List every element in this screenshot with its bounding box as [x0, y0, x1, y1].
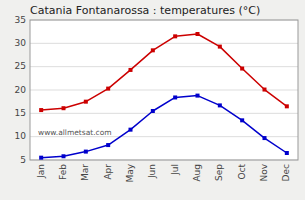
x-tick-label: Oct: [237, 164, 247, 180]
marker: [62, 154, 66, 158]
y-tick-label: 10: [15, 131, 27, 141]
marker: [196, 32, 200, 36]
grid-line: [30, 66, 298, 67]
marker: [240, 118, 244, 122]
grid-line: [30, 113, 298, 114]
marker: [129, 128, 133, 132]
line: [41, 96, 287, 158]
marker: [173, 95, 177, 99]
x-tick-label: Jun: [147, 164, 157, 179]
marker: [39, 156, 43, 160]
marker: [218, 103, 222, 107]
marker: [106, 143, 110, 147]
x-tick-label: Feb: [58, 164, 68, 180]
marker: [129, 68, 133, 72]
marker: [84, 150, 88, 154]
marker: [285, 104, 289, 108]
marker: [240, 67, 244, 71]
marks: [39, 32, 289, 160]
y-tick-label: 30: [15, 38, 27, 48]
marker: [39, 108, 43, 112]
x-tick-label: Aug: [192, 164, 202, 182]
x-tick-label: Mar: [80, 164, 90, 181]
marker: [84, 100, 88, 104]
marker: [285, 151, 289, 155]
marker: [218, 45, 222, 49]
y-tick-label: 5: [20, 155, 26, 165]
marker: [151, 109, 155, 113]
title: Catania Fontanarossa : temperatures (°C): [30, 4, 260, 17]
y-tick-label: 35: [15, 15, 26, 25]
plot-area: [30, 20, 298, 160]
marker: [196, 94, 200, 98]
marker: [106, 87, 110, 91]
y-tick-label: 25: [15, 61, 26, 71]
plot-frame: [30, 20, 298, 160]
marker: [263, 88, 267, 92]
marker: [173, 34, 177, 38]
watermark: www.allmetsat.com: [38, 128, 112, 137]
x-tick-label: May: [125, 163, 135, 182]
grid-line: [30, 90, 298, 91]
x-tick-label: Sep: [214, 164, 224, 181]
y-tick-label: 15: [15, 108, 26, 118]
x-tick-label: Jul: [170, 164, 180, 176]
y-tick-label: 20: [15, 85, 27, 95]
marker: [263, 136, 267, 140]
x-tick-label: Dec: [281, 164, 291, 181]
x-tick-label: Apr: [103, 164, 113, 180]
marker: [151, 48, 155, 52]
x-tick-label: Nov: [259, 163, 269, 181]
line: [41, 34, 287, 110]
chart: 5 10 15 20 25 30 35 Jan Feb Mar Apr May Jun Jul Aug Sep…: [0, 0, 305, 200]
marker: [62, 106, 66, 110]
x-tick-label: Jan: [36, 164, 46, 179]
